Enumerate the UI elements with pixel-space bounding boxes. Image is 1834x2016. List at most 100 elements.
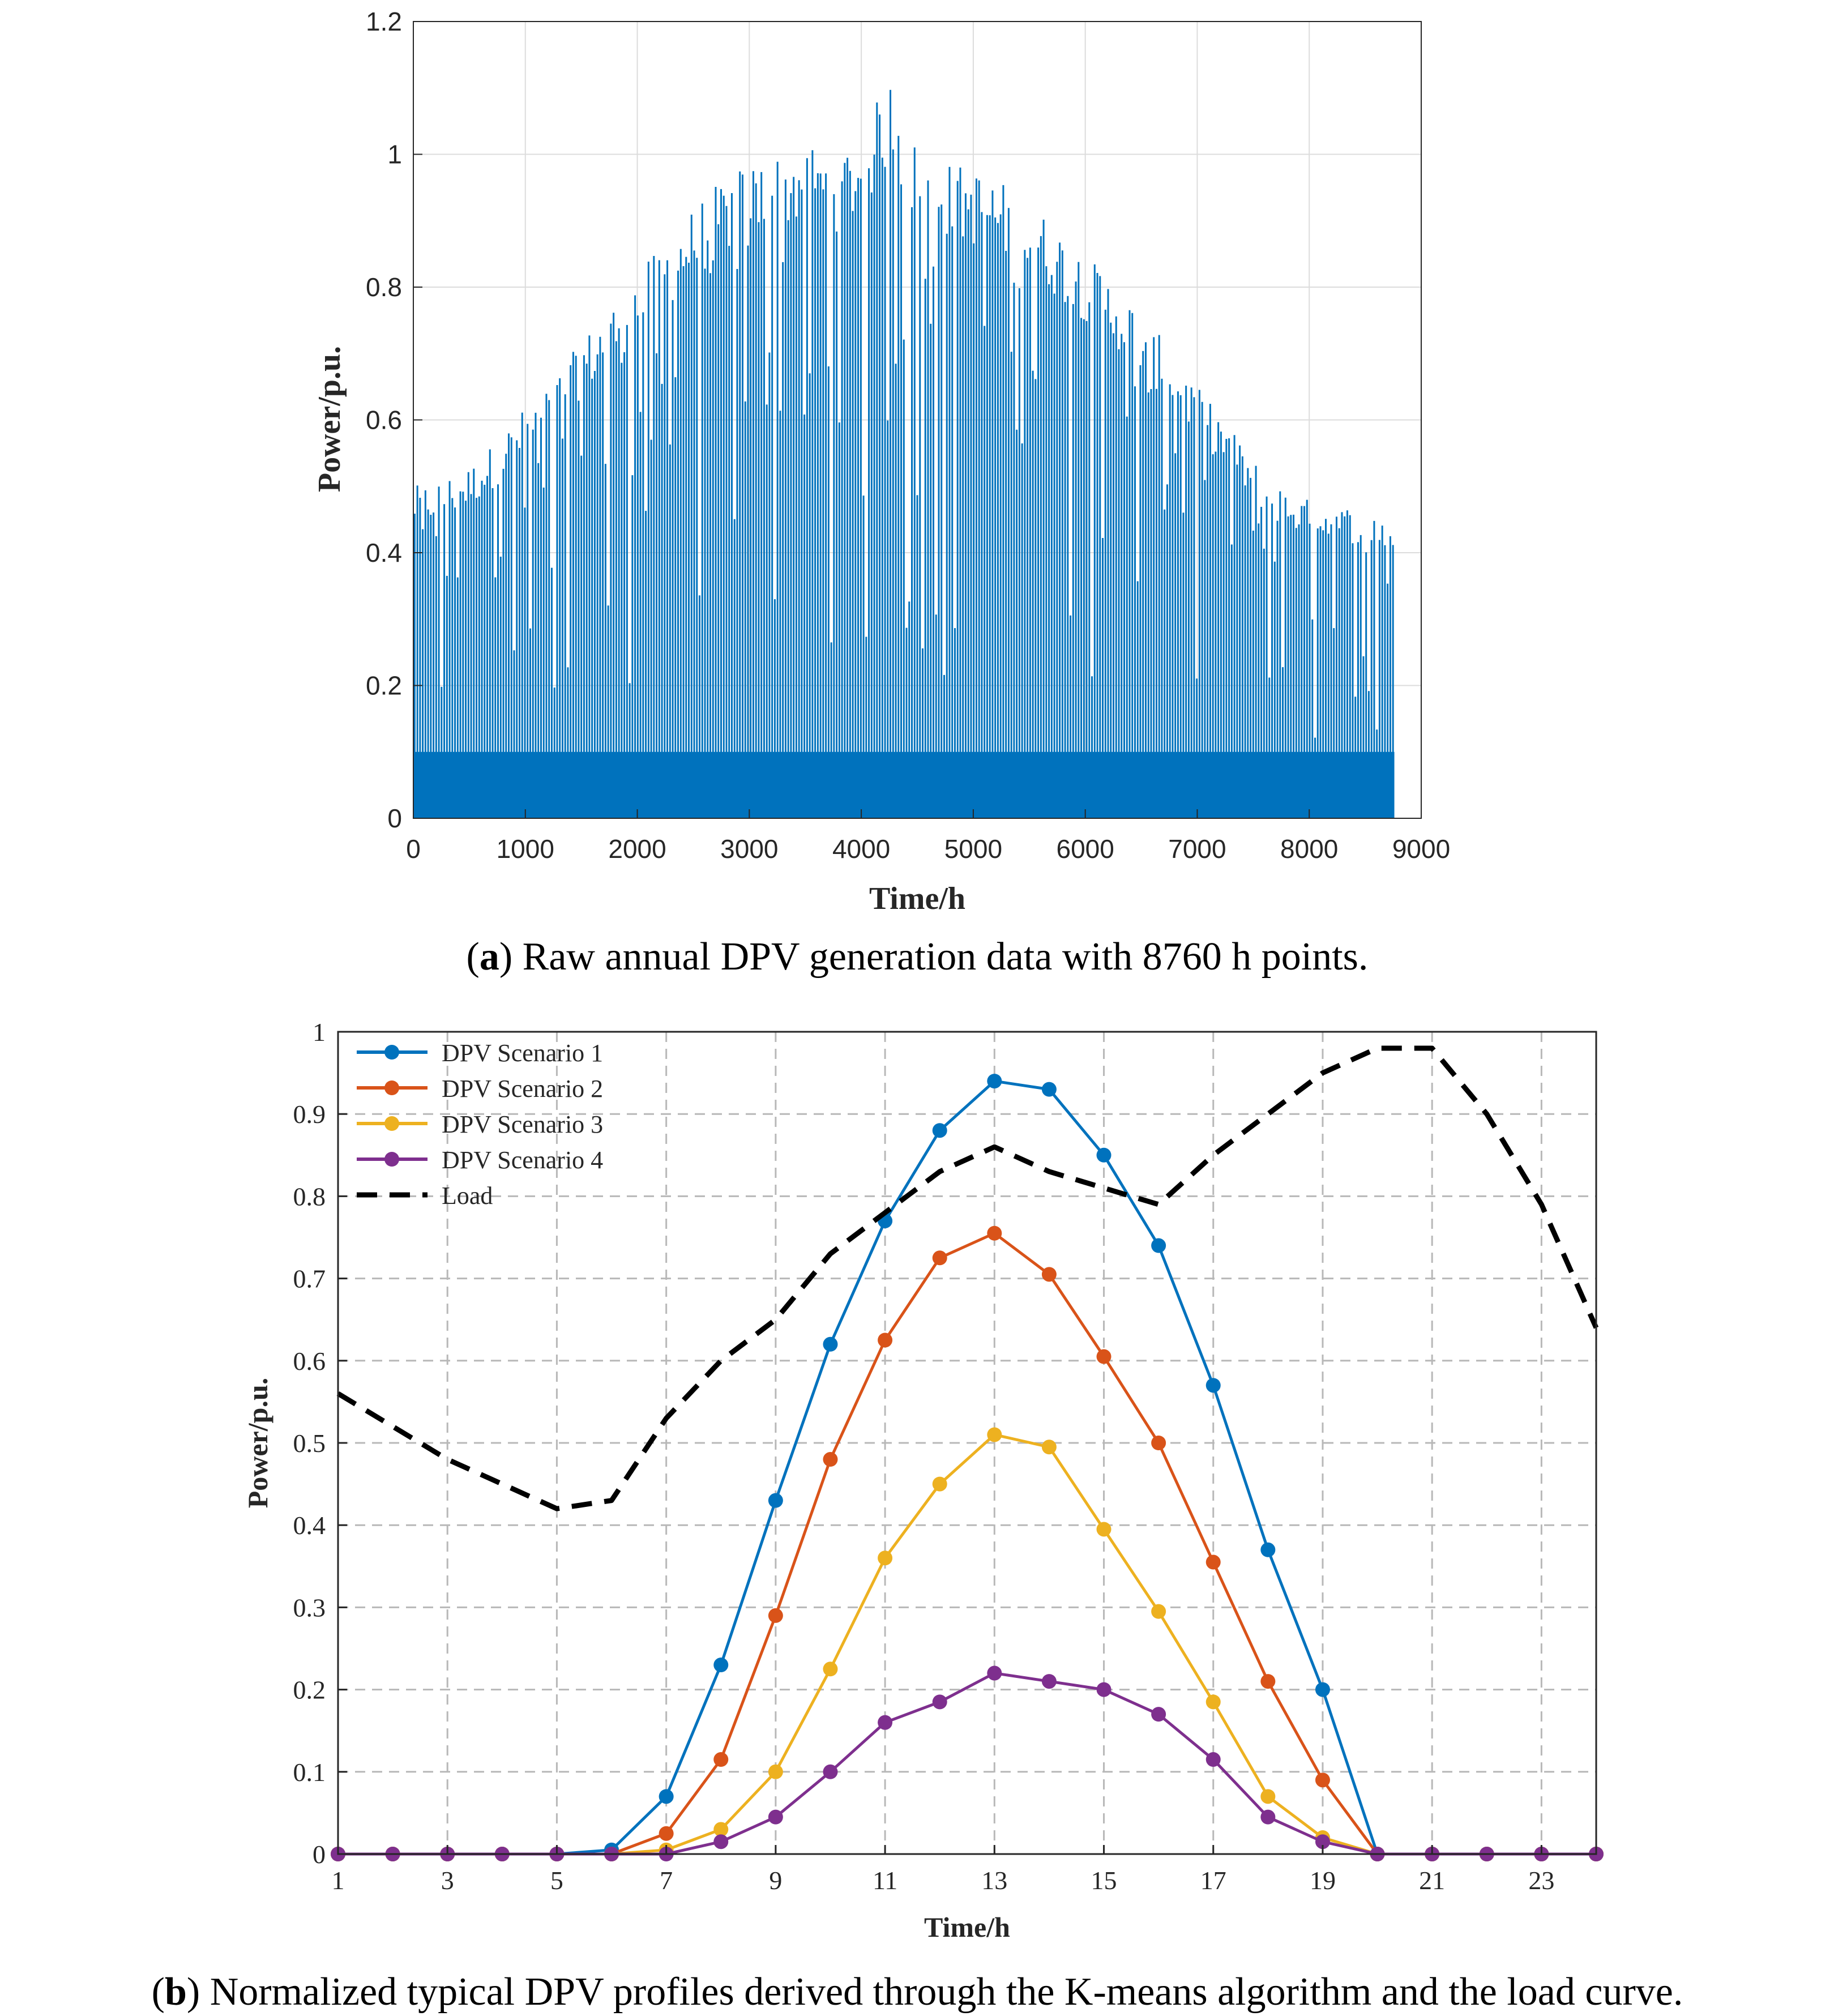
panel-a-y-axis-label: Power/p.u.	[312, 346, 347, 492]
panel-b-x-tick-label: 11	[873, 1866, 897, 1895]
caption-a-label: a	[480, 935, 499, 979]
series-point-dpv-scenario-1	[932, 1123, 947, 1138]
caption-b: (b) Normalized typical DPV profiles deri…	[152, 1970, 1683, 2014]
panel-a-x-tick-label: 7000	[1168, 834, 1226, 864]
series-point-dpv-scenario-2	[1315, 1772, 1330, 1788]
panel-a-x-tick-label: 1000	[497, 834, 554, 864]
panel-b-x-ticks: 1 3 5 7 9 11 13 15 17 19 21 23	[332, 1845, 1554, 1895]
series-point-dpv-scenario-2	[1260, 1674, 1276, 1689]
series-line-dpv-scenario-4	[338, 1672, 1596, 1856]
series-point-dpv-scenario-3	[1041, 1440, 1057, 1455]
legend-marker-scenario-1	[384, 1045, 399, 1060]
series-point-dpv-scenario-2	[932, 1250, 947, 1266]
panel-b-y-tick-label: 0.2	[293, 1676, 326, 1705]
legend-marker-scenario-2	[384, 1080, 399, 1095]
series-point-dpv-scenario-3	[823, 1662, 838, 1677]
panel-a-y-tick-label: 0.2	[366, 671, 402, 701]
caption-a-text: Raw annual DPV generation data with 8760…	[512, 935, 1368, 979]
legend-marker-scenario-4	[384, 1152, 399, 1167]
panel-b-x-tick-label: 5	[550, 1866, 563, 1895]
series-point-dpv-scenario-1	[768, 1493, 783, 1508]
panel-b-x-tick-label: 9	[769, 1866, 782, 1895]
series-point-dpv-scenario-1	[823, 1336, 838, 1352]
series-point-dpv-scenario-1	[1151, 1238, 1166, 1253]
series-point-dpv-scenario-2	[1041, 1267, 1057, 1282]
legend-marker-scenario-3	[384, 1116, 399, 1131]
series-point-dpv-scenario-3	[878, 1551, 893, 1566]
panel-a-x-ticks: 0 1000 2000 3000 4000 5000 6000 7000 8000 9000	[406, 809, 1450, 864]
legend-label-scenario-2: DPV Scenario 2	[442, 1075, 603, 1103]
series-point-dpv-scenario-2	[1151, 1436, 1166, 1450]
series-point-dpv-scenario-4	[1096, 1682, 1111, 1697]
panel-b-y-tick-label: 0.3	[293, 1593, 326, 1622]
series-line-dpv-scenario-2	[338, 1232, 1596, 1856]
panel-a-x-tick-label: 4000	[832, 834, 890, 864]
series-point-dpv-scenario-3	[932, 1476, 947, 1492]
series-point-dpv-scenario-1	[713, 1658, 729, 1673]
series-point-dpv-scenario-4	[768, 1809, 783, 1825]
panel-b-x-tick-label: 21	[1419, 1866, 1445, 1895]
series-point-dpv-scenario-4	[1315, 1834, 1330, 1850]
panel-b-y-tick-label: 0.8	[293, 1182, 326, 1211]
panel-b-y-tick-label: 0.1	[293, 1758, 326, 1787]
series-point-dpv-scenario-3	[713, 1822, 729, 1837]
panel-a-x-tick-label: 0	[406, 834, 421, 864]
panel-a-x-tick-label: 2000	[608, 834, 666, 864]
series-point-dpv-scenario-3	[1260, 1789, 1276, 1804]
legend-label-scenario-1: DPV Scenario 1	[442, 1039, 603, 1067]
series-point-dpv-scenario-2	[768, 1608, 783, 1623]
series-point-dpv-scenario-2	[713, 1752, 729, 1767]
panel-b-x-tick-label: 3	[441, 1866, 454, 1895]
panel-b-y-axis-label: Power/p.u.	[242, 1378, 273, 1509]
panel-a-y-tick-label: 0	[387, 804, 402, 833]
series-point-dpv-scenario-2	[1096, 1349, 1111, 1364]
panel-b-x-axis-label: Time/h	[924, 1911, 1010, 1943]
series-point-dpv-scenario-3	[768, 1764, 783, 1779]
series-point-dpv-scenario-3	[1151, 1604, 1166, 1619]
series-point-dpv-scenario-1	[1260, 1542, 1276, 1557]
panel-b-x-tick-label: 19	[1310, 1866, 1336, 1895]
series-point-dpv-scenario-4	[932, 1694, 947, 1710]
panel-b-y-tick-label: 0.6	[293, 1347, 326, 1376]
panel-b-x-tick-label: 1	[332, 1866, 345, 1895]
series-point-dpv-scenario-1	[987, 1074, 1002, 1089]
series-point-dpv-scenario-2	[878, 1332, 893, 1348]
series-line-load	[336, 1045, 1599, 1511]
series-point-dpv-scenario-4	[1041, 1674, 1057, 1689]
panel-a-x-tick-label: 6000	[1056, 834, 1114, 864]
legend-label-load: Load	[442, 1182, 493, 1210]
panel-b-x-tick-label: 7	[660, 1866, 673, 1895]
panel-b: 1 3 5 7 9 11 13 15 17 19 21 23 00.10.20.30.40.50.60…	[242, 1018, 1604, 1943]
panel-a: 0 1000 2000 3000 4000 5000 6000 7000 8000 9000 00…	[312, 7, 1450, 916]
series-point-dpv-scenario-4	[1205, 1752, 1221, 1767]
panel-a-x-tick-label: 3000	[720, 834, 778, 864]
panel-b-y-tick-label: 0.5	[293, 1429, 326, 1458]
series-point-dpv-scenario-1	[1205, 1378, 1221, 1393]
panel-a-base-band	[413, 751, 1395, 818]
panel-b-x-tick-label: 13	[981, 1866, 1007, 1895]
panel-b-x-tick-label: 17	[1200, 1866, 1226, 1895]
series-point-dpv-scenario-1	[659, 1789, 674, 1804]
panel-b-x-tick-label: 23	[1528, 1866, 1554, 1895]
panel-a-y-tick-label: 1	[387, 140, 402, 169]
panel-a-y-tick-label: 1.2	[366, 7, 402, 36]
series-point-dpv-scenario-2	[823, 1452, 838, 1467]
series-point-dpv-scenario-3	[987, 1427, 1002, 1442]
series-point-dpv-scenario-2	[659, 1826, 674, 1841]
series-point-dpv-scenario-3	[1096, 1522, 1111, 1537]
series-point-dpv-scenario-2	[1205, 1554, 1221, 1570]
panel-b-y-tick-label: 0.4	[293, 1511, 326, 1540]
panel-a-bars	[413, 89, 1395, 818]
panel-b-legend: DPV Scenario 1 DPV Scenario 2 DPV Scenar…	[357, 1039, 603, 1210]
series-point-dpv-scenario-3	[1205, 1694, 1221, 1710]
panel-a-x-tick-label: 9000	[1392, 834, 1450, 864]
legend-label-scenario-4: DPV Scenario 4	[442, 1146, 603, 1174]
panel-a-y-tick-label: 0.8	[366, 272, 402, 302]
panel-b-y-tick-label: 0	[313, 1840, 326, 1869]
panel-a-x-tick-label: 5000	[944, 834, 1002, 864]
panel-a-x-axis-label: Time/h	[869, 881, 965, 916]
series-point-dpv-scenario-4	[987, 1665, 1002, 1681]
series-point-dpv-scenario-4	[713, 1834, 729, 1850]
series-point-dpv-scenario-1	[1315, 1682, 1330, 1697]
